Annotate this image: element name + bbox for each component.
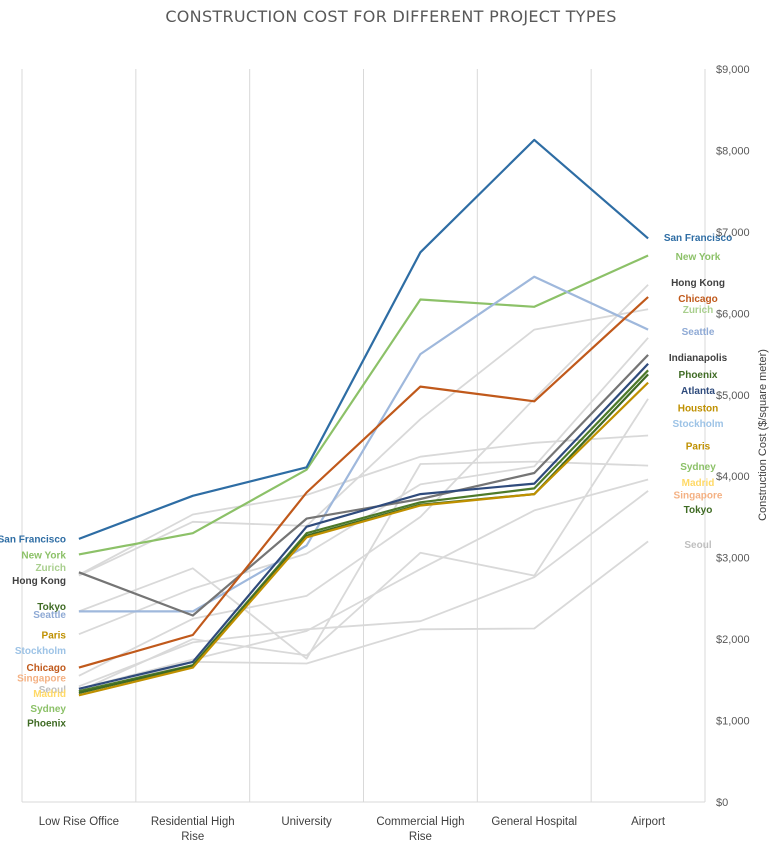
start-label-san-francisco: San Francisco bbox=[0, 534, 66, 545]
x-axis: Low Rise Office Residential High Rise Unive… bbox=[39, 816, 666, 843]
series-line-background-8 bbox=[78, 490, 649, 688]
end-label-singapore: Singapore bbox=[674, 490, 723, 501]
series-line-chicago bbox=[78, 296, 649, 669]
y-axis-label: Construction Cost ($/square meter) bbox=[757, 349, 769, 521]
start-label-tokyo: Tokyo bbox=[37, 602, 66, 613]
start-label-new-york: New York bbox=[21, 551, 66, 562]
y-tick-label: $4,000 bbox=[716, 471, 750, 483]
series-lines bbox=[78, 138, 649, 697]
end-label-zurich: Zurich bbox=[683, 305, 714, 316]
y-axis: $0 $1,000 $2,000 $3,000 $4,000 $5,000 $6,000 $7… bbox=[716, 64, 750, 809]
start-label-paris: Paris bbox=[42, 631, 67, 642]
end-label-hong-kong: Hong Kong bbox=[671, 278, 725, 289]
series-line-background-3 bbox=[78, 337, 649, 636]
start-label-stockholm: Stockholm bbox=[15, 646, 66, 657]
y-tick-label: $8,000 bbox=[716, 145, 750, 157]
end-label-stockholm: Stockholm bbox=[672, 419, 723, 430]
series-line-san-francisco bbox=[78, 138, 649, 540]
end-label-indianapolis: Indianapolis bbox=[669, 353, 728, 364]
y-tick-label: $2,000 bbox=[716, 634, 750, 646]
series-line-background-1 bbox=[78, 434, 649, 576]
end-label-chicago: Chicago bbox=[678, 294, 717, 305]
start-label-madrid: Madrid bbox=[33, 689, 66, 700]
start-label-sydney: Sydney bbox=[30, 704, 66, 715]
x-category-label: Residential High Rise bbox=[151, 816, 235, 843]
series-line-background-4 bbox=[78, 284, 649, 677]
start-label-zurich: Zurich bbox=[35, 563, 66, 574]
end-label-seattle: Seattle bbox=[682, 327, 715, 338]
y-tick-label: $3,000 bbox=[716, 553, 750, 565]
end-label-san-francisco: San Francisco bbox=[664, 233, 732, 244]
x-category-label: University bbox=[281, 816, 332, 828]
series-line-background-6 bbox=[78, 478, 649, 690]
x-category-label: Commercial High Rise bbox=[376, 816, 464, 843]
x-category-label: Low Rise Office bbox=[39, 816, 119, 828]
x-category-label: Airport bbox=[631, 816, 666, 828]
start-label-phoenix: Phoenix bbox=[27, 718, 66, 729]
y-tick-label: $0 bbox=[716, 797, 728, 809]
end-label-madrid: Madrid bbox=[682, 478, 715, 489]
start-label-hong-kong: Hong Kong bbox=[12, 576, 66, 587]
end-label-houston: Houston bbox=[678, 403, 719, 414]
x-category-label: General Hospital bbox=[491, 816, 577, 828]
end-label-new-york: New York bbox=[676, 252, 721, 263]
series-line-background-0 bbox=[78, 308, 649, 577]
y-tick-label: $6,000 bbox=[716, 308, 750, 320]
start-label-seoul: Seoul bbox=[39, 685, 66, 696]
series-line-seattle bbox=[78, 275, 649, 613]
end-label-sydney: Sydney bbox=[680, 462, 716, 473]
start-label-singapore: Singapore bbox=[17, 674, 66, 685]
start-label-chicago: Chicago bbox=[27, 663, 66, 674]
y-tick-label: $1,000 bbox=[716, 716, 750, 728]
start-label-seattle: Seattle bbox=[33, 610, 66, 621]
series-line-houston bbox=[78, 381, 649, 697]
y-tick-label: $9,000 bbox=[716, 64, 750, 76]
series-line-background-5 bbox=[78, 398, 649, 693]
y-tick-label: $7,000 bbox=[716, 227, 750, 239]
series-line-atlanta bbox=[78, 363, 649, 690]
y-tick-label: $5,000 bbox=[716, 390, 750, 402]
end-label-tokyo: Tokyo bbox=[684, 505, 713, 516]
end-label-phoenix: Phoenix bbox=[679, 370, 718, 381]
series-line-hong-kong bbox=[78, 354, 649, 617]
end-label-paris: Paris bbox=[686, 442, 711, 453]
chart-title: CONSTRUCTION COST FOR DIFFERENT PROJECT … bbox=[165, 7, 616, 26]
series-line-new-york bbox=[78, 254, 649, 556]
end-label-atlanta: Atlanta bbox=[681, 386, 715, 397]
gridlines bbox=[21, 69, 706, 803]
end-label-seoul: Seoul bbox=[684, 540, 711, 551]
